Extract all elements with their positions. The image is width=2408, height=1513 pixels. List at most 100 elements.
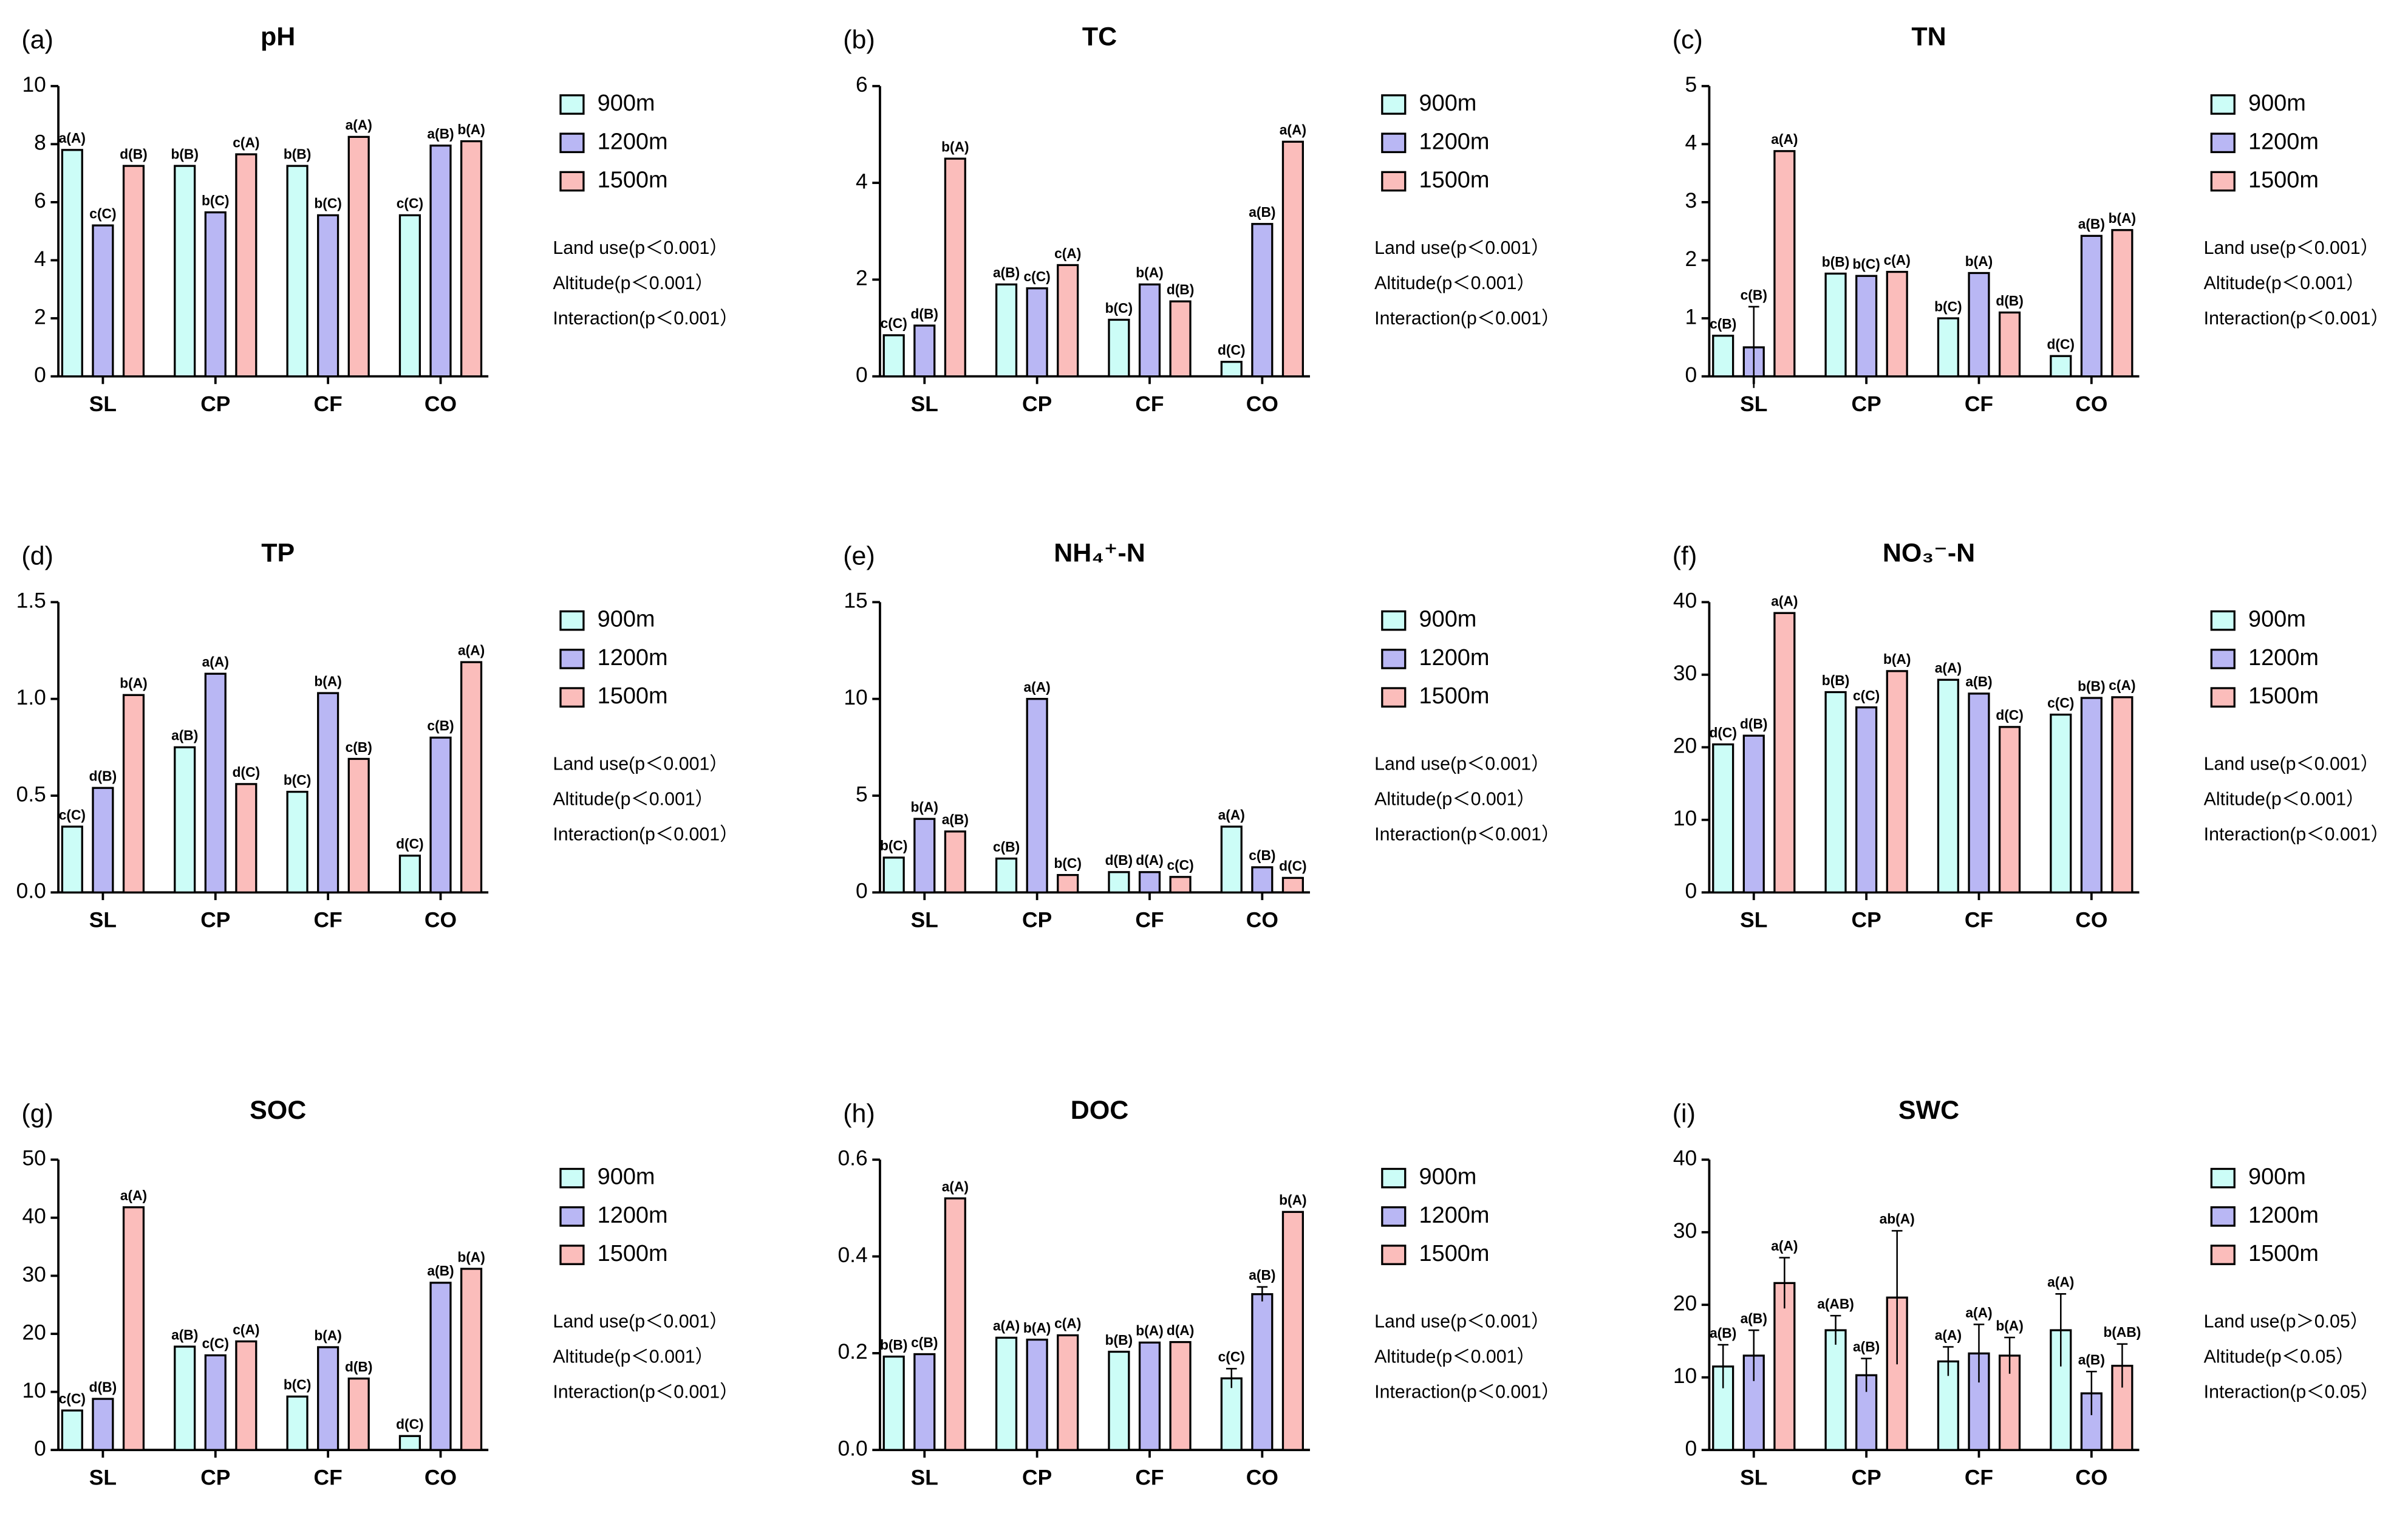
x-tick-label: CP xyxy=(1852,392,1881,416)
bar xyxy=(429,1282,452,1451)
legend-label: 1500m xyxy=(1419,1241,1490,1266)
significance-label: b(B) xyxy=(171,146,198,162)
stats-note: Altitude(p＜0.001） xyxy=(1374,273,1535,293)
significance-label: c(B) xyxy=(911,1334,938,1350)
stats-note: Land use(p＜0.001） xyxy=(553,754,728,774)
significance-label: d(B) xyxy=(1996,293,2023,309)
panel-label: (h) xyxy=(843,1099,875,1128)
legend-swatch xyxy=(559,94,585,115)
significance-label: c(C) xyxy=(89,205,116,221)
bar xyxy=(1742,734,1765,893)
significance-label: a(A) xyxy=(59,130,86,146)
bar xyxy=(61,1409,83,1451)
significance-label: a(B) xyxy=(993,265,1020,281)
significance-label: a(B) xyxy=(1965,674,1992,689)
significance-label: b(C) xyxy=(880,838,907,853)
y-tick-label: 20 xyxy=(1673,1291,1697,1316)
x-tick-label: CO xyxy=(1246,1466,1278,1490)
legend-swatch xyxy=(559,1167,585,1189)
stats-note: Land use(p＜0.001） xyxy=(2204,238,2379,258)
significance-label: b(C) xyxy=(1852,256,1880,272)
bar xyxy=(1773,612,1796,893)
significance-label: b(A) xyxy=(457,1249,485,1265)
significance-label: c(C) xyxy=(881,315,907,331)
bar xyxy=(1138,1341,1161,1451)
panel-label: (e) xyxy=(843,541,875,570)
significance-label: a(A) xyxy=(1935,660,1962,676)
bar xyxy=(204,672,227,893)
bar xyxy=(398,214,421,378)
significance-label: c(B) xyxy=(993,839,1020,855)
y-tick-label: 10 xyxy=(1673,1364,1697,1388)
x-tick-label: CF xyxy=(1135,392,1164,416)
bar xyxy=(1026,287,1048,378)
bar xyxy=(460,661,483,893)
x-tick-label: CF xyxy=(1135,1466,1164,1490)
stats-note: Land use(p＞0.05） xyxy=(2204,1311,2369,1331)
stats-note: Altitude(p＜0.001） xyxy=(1374,790,1535,810)
significance-label: a(A) xyxy=(1771,593,1798,609)
significance-label: b(A) xyxy=(1136,1323,1163,1339)
bar xyxy=(2111,696,2133,893)
significance-label: d(A) xyxy=(1136,852,1163,868)
significance-label: c(A) xyxy=(1884,252,1911,268)
stats-note: Interaction(p＜0.001） xyxy=(1374,825,1560,845)
y-tick-label: 0.2 xyxy=(838,1339,868,1364)
legend-swatch xyxy=(1381,94,1407,115)
bar xyxy=(1968,272,1990,378)
bar xyxy=(1281,140,1304,378)
bar xyxy=(944,830,966,893)
legend-swatch xyxy=(2210,94,2236,115)
significance-label: a(A) xyxy=(1024,679,1051,695)
chart-title: pH xyxy=(261,22,295,52)
stats-note: Interaction(p＜0.001） xyxy=(1374,309,1560,329)
significance-label: c(C) xyxy=(202,1336,229,1351)
significance-label: a(B) xyxy=(942,811,969,827)
legend-label: 1200m xyxy=(598,129,668,154)
x-tick-label: CO xyxy=(2075,908,2107,932)
bar xyxy=(2111,229,2133,378)
significance-label: b(A) xyxy=(1996,1317,2023,1333)
bar xyxy=(913,818,936,893)
bar xyxy=(2080,697,2103,893)
bar xyxy=(235,783,258,893)
legend-label: 1500m xyxy=(2248,168,2319,193)
significance-label: b(C) xyxy=(284,1377,311,1393)
bar xyxy=(317,214,339,378)
y-tick-label: 8 xyxy=(34,131,46,155)
bar xyxy=(460,140,483,378)
legend-swatch xyxy=(1381,610,1407,631)
significance-label: c(A) xyxy=(1054,1316,1081,1331)
significance-label: b(A) xyxy=(314,1327,341,1343)
bar xyxy=(1026,698,1048,893)
stats-note: Altitude(p＜0.001） xyxy=(553,273,714,293)
significance-label: b(A) xyxy=(1023,1320,1051,1336)
legend-swatch xyxy=(1381,132,1407,154)
bar xyxy=(2050,713,2072,893)
significance-label: b(C) xyxy=(1105,300,1133,316)
legend-swatch xyxy=(2210,649,2236,669)
x-tick-label: SL xyxy=(911,1466,938,1490)
bar xyxy=(1281,876,1304,893)
y-tick-label: 10 xyxy=(844,685,867,709)
significance-label: a(A) xyxy=(1280,122,1306,138)
significance-label: b(A) xyxy=(120,675,147,691)
significance-label: b(C) xyxy=(284,772,311,788)
stats-note: Interaction(p＜0.001） xyxy=(553,309,738,329)
significance-label: c(B) xyxy=(427,718,454,734)
bar xyxy=(174,165,196,378)
significance-label: c(C) xyxy=(397,196,423,211)
y-tick-label: 2 xyxy=(856,266,868,290)
stats-note: Interaction(p＜0.001） xyxy=(553,1382,738,1402)
x-tick-label: SL xyxy=(1740,1466,1767,1490)
x-tick-label: SL xyxy=(911,392,938,416)
significance-label: a(A) xyxy=(346,117,372,133)
legend-swatch xyxy=(1381,687,1407,708)
bar xyxy=(1251,1293,1274,1451)
bar xyxy=(1886,670,1908,893)
significance-label: c(C) xyxy=(59,1391,86,1407)
y-tick-label: 0.0 xyxy=(16,879,46,903)
significance-label: a(B) xyxy=(1853,1339,1880,1354)
